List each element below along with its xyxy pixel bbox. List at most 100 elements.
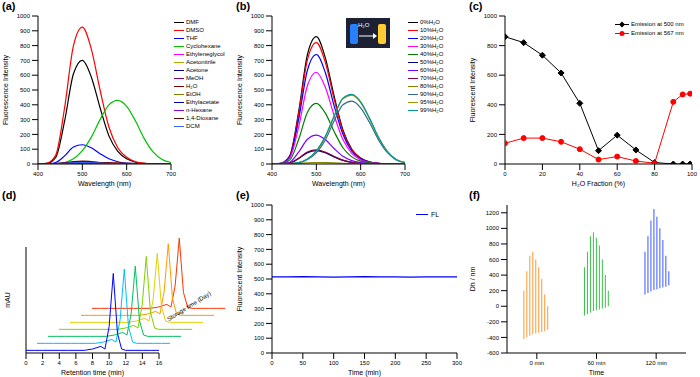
svg-text:Fluorescence Intensity: Fluorescence Intensity [236,54,244,125]
svg-text:600: 600 [489,257,500,263]
svg-text:800: 800 [254,232,265,238]
svg-text:0: 0 [24,360,28,366]
svg-text:Wavelength (nm): Wavelength (nm) [312,180,365,188]
svg-text:0: 0 [494,161,498,167]
svg-text:500: 500 [254,87,265,93]
svg-text:-600: -600 [487,350,500,356]
svg-text:16: 16 [156,360,163,366]
svg-text:600: 600 [254,261,265,267]
svg-text:0: 0 [496,303,500,309]
svg-text:Fluorescence Intensity: Fluorescence Intensity [2,54,10,125]
svg-text:12: 12 [122,360,129,366]
html-text:(b): (b) [236,0,250,12]
svg-text:60 min: 60 min [587,360,605,366]
svg-text:800: 800 [20,43,31,49]
svg-text:1000: 1000 [251,202,265,208]
svg-text:200: 200 [489,288,500,294]
svg-text:Dh / nm: Dh / nm [469,267,476,292]
svg-text:400: 400 [33,171,44,177]
svg-text:800: 800 [487,43,498,49]
svg-text:1200: 1200 [486,210,500,216]
svg-text:1000: 1000 [17,13,31,19]
svg-text:60: 60 [614,171,621,177]
svg-text:1000: 1000 [484,13,498,19]
svg-text:14: 14 [139,360,146,366]
svg-text:900: 900 [20,28,31,34]
svg-text:600: 600 [122,171,133,177]
svg-text:Retention time (min): Retention time (min) [61,369,124,377]
svg-text:0 min: 0 min [529,360,544,366]
svg-text:Fluorescent Intensity: Fluorescent Intensity [469,57,477,122]
svg-text:400: 400 [254,102,265,108]
svg-text:800: 800 [489,241,500,247]
svg-text:600: 600 [356,171,367,177]
svg-text:300: 300 [452,360,463,366]
svg-text:0: 0 [270,360,274,366]
svg-text:500: 500 [254,276,265,282]
html-text:(c): (c) [469,0,483,12]
svg-text:100: 100 [329,360,340,366]
svg-text:40: 40 [576,171,583,177]
html-text:(e): (e) [236,189,250,201]
svg-text:50: 50 [299,360,306,366]
html-text:Storage time (Day): Storage time (Day) [166,290,212,323]
svg-text:-400: -400 [487,335,500,341]
svg-text:80: 80 [651,171,658,177]
svg-text:0: 0 [261,161,265,167]
svg-text:700: 700 [20,58,31,64]
svg-text:2: 2 [41,360,45,366]
svg-text:600: 600 [20,72,31,78]
svg-text:120 min: 120 min [645,360,666,366]
svg-text:400: 400 [487,102,498,108]
svg-text:600: 600 [254,72,265,78]
svg-text:H₂O Fraction (%): H₂O Fraction (%) [572,180,625,188]
svg-text:6: 6 [74,360,78,366]
svg-text:0: 0 [503,171,507,177]
svg-text:mAU: mAU [4,292,11,308]
svg-text:10: 10 [106,360,113,366]
svg-text:500: 500 [311,171,322,177]
svg-text:-200: -200 [487,319,500,325]
svg-text:Time: Time [589,369,604,376]
svg-text:900: 900 [254,28,265,34]
svg-text:4: 4 [58,360,62,366]
svg-text:300: 300 [254,117,265,123]
html-text:(a): (a) [2,0,16,12]
svg-text:Time (min): Time (min) [348,369,381,377]
html-text:(d): (d) [2,189,16,201]
svg-text:8: 8 [91,360,95,366]
svg-text:800: 800 [254,43,265,49]
svg-text:200: 200 [20,132,31,138]
svg-text:100: 100 [254,146,265,152]
svg-text:400: 400 [254,291,265,297]
svg-text:700: 700 [400,171,411,177]
svg-text:100: 100 [20,146,31,152]
svg-text:250: 250 [421,360,432,366]
svg-text:600: 600 [487,72,498,78]
svg-text:700: 700 [254,58,265,64]
svg-text:400: 400 [20,102,31,108]
svg-text:300: 300 [20,117,31,123]
svg-text:1000: 1000 [486,225,500,231]
svg-text:400: 400 [267,171,278,177]
svg-text:150: 150 [359,360,370,366]
svg-text:200: 200 [254,132,265,138]
svg-text:200: 200 [487,132,498,138]
svg-text:100: 100 [254,335,265,341]
svg-text:900: 900 [254,217,265,223]
svg-text:700: 700 [254,247,265,253]
svg-text:100: 100 [687,171,698,177]
svg-text:700: 700 [166,171,177,177]
svg-text:Fluorescent Intensity: Fluorescent Intensity [236,246,244,311]
svg-text:300: 300 [254,306,265,312]
svg-text:Wavelength (nm): Wavelength (nm) [78,180,131,188]
svg-text:200: 200 [254,321,265,327]
svg-text:200: 200 [390,360,401,366]
svg-text:400: 400 [489,272,500,278]
svg-text:0: 0 [261,350,265,356]
svg-text:0: 0 [27,161,31,167]
svg-text:20: 20 [539,171,546,177]
svg-text:500: 500 [20,87,31,93]
svg-text:500: 500 [77,171,88,177]
svg-text:1000: 1000 [251,13,265,19]
